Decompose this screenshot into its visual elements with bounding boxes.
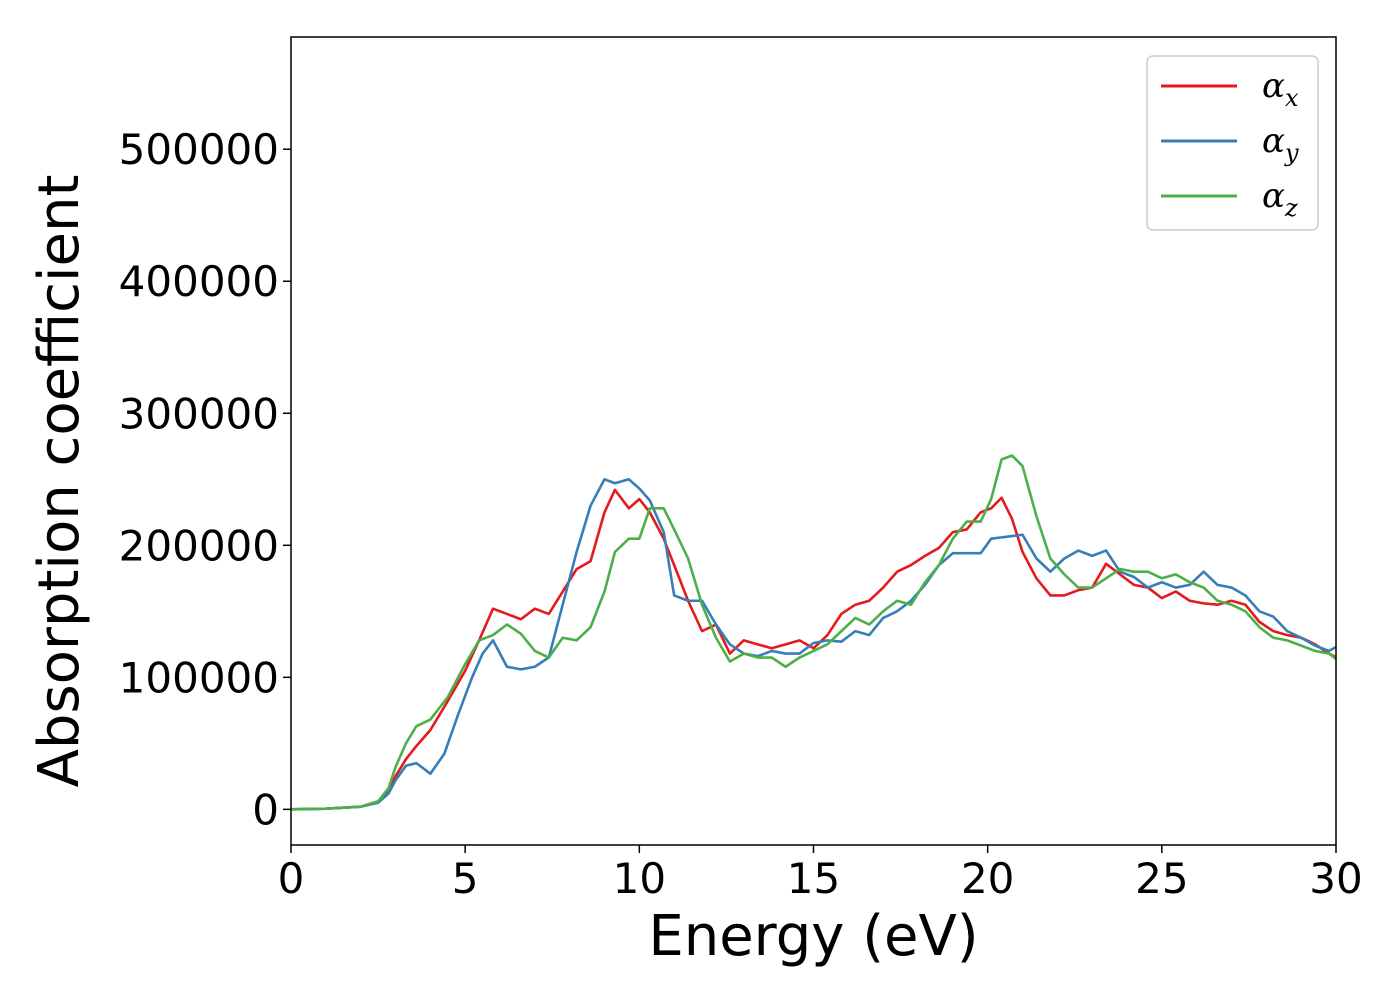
legend-symbol: α — [1262, 121, 1285, 161]
plot-frame — [290, 36, 1337, 846]
x-axis-label: Energy (eV) — [648, 904, 978, 969]
y-tick-label: 200000 — [119, 521, 279, 570]
legend-label-z: αz — [1262, 176, 1298, 222]
y-tick-label: 300000 — [119, 389, 279, 438]
legend-box — [1146, 55, 1319, 231]
y-tick-label: 400000 — [119, 257, 279, 306]
x-tick-label: 5 — [452, 854, 479, 903]
x-tick-label: 15 — [787, 854, 840, 903]
x-tick-label: 0 — [278, 854, 305, 903]
legend-subscript: z — [1284, 194, 1298, 222]
plot-area — [291, 454, 1336, 811]
y-tick-label: 0 — [252, 785, 279, 834]
x-tick-label: 25 — [1135, 854, 1188, 903]
y-axis-label: Absorption coefficient — [27, 175, 92, 788]
x-tick-label: 30 — [1309, 854, 1362, 903]
y-tick-label: 500000 — [119, 125, 279, 174]
legend-symbol: α — [1262, 66, 1285, 106]
series-line-y — [291, 477, 1336, 811]
legend-label-y: αy — [1262, 121, 1299, 167]
y-tick-label: 100000 — [119, 653, 279, 702]
x-tick-label: 20 — [961, 854, 1014, 903]
tick-layer: 0 5 10 15 20 25 30 0 100000 200000 300000 400000 500… — [119, 125, 1363, 903]
legend-subscript: y — [1284, 139, 1299, 167]
series-line-z — [291, 454, 1336, 811]
legend-symbol: α — [1262, 176, 1285, 216]
x-tick-label: 10 — [613, 854, 666, 903]
legend-subscript: x — [1285, 84, 1299, 112]
series-line-x — [291, 488, 1336, 811]
legend-label-x: αx — [1262, 66, 1299, 112]
